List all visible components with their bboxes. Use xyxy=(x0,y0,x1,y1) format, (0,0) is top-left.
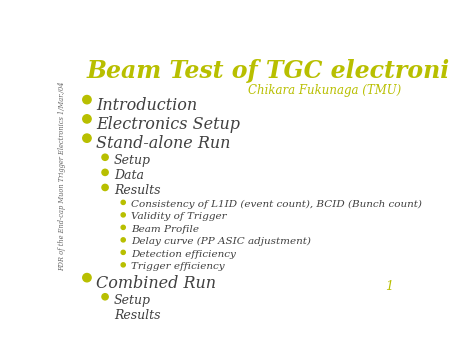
Text: Chikara Fukunaga (TMU): Chikara Fukunaga (TMU) xyxy=(248,83,401,97)
Ellipse shape xyxy=(121,200,125,204)
Ellipse shape xyxy=(83,273,91,282)
Ellipse shape xyxy=(102,184,108,191)
Text: Stand-alone Run: Stand-alone Run xyxy=(96,135,231,152)
Ellipse shape xyxy=(102,309,108,315)
Ellipse shape xyxy=(121,213,125,217)
Ellipse shape xyxy=(83,115,91,123)
Text: FDR of the End-cap Muon Trigger Electronics 1/Mar./04: FDR of the End-cap Muon Trigger Electron… xyxy=(58,81,67,271)
Ellipse shape xyxy=(121,250,125,255)
Text: Beam Test of TGC electronics in 2003: Beam Test of TGC electronics in 2003 xyxy=(87,59,450,83)
Ellipse shape xyxy=(83,95,91,104)
Ellipse shape xyxy=(121,238,125,242)
Text: Validity of Trigger: Validity of Trigger xyxy=(131,212,227,221)
Text: Introduction: Introduction xyxy=(96,97,198,114)
Text: Setup: Setup xyxy=(114,294,151,307)
Ellipse shape xyxy=(102,294,108,300)
Text: Results: Results xyxy=(114,185,160,197)
Text: Consistency of L1ID (event count), BCID (Bunch count): Consistency of L1ID (event count), BCID … xyxy=(131,199,422,209)
Text: Results: Results xyxy=(114,309,160,322)
Ellipse shape xyxy=(83,134,91,142)
Text: Combined Run: Combined Run xyxy=(96,274,216,292)
Text: Delay curve (PP ASIC adjustment): Delay curve (PP ASIC adjustment) xyxy=(131,237,311,246)
Text: Electronics Setup: Electronics Setup xyxy=(96,116,240,133)
Ellipse shape xyxy=(121,225,125,230)
Text: Trigger efficiency: Trigger efficiency xyxy=(131,262,225,271)
Text: Setup: Setup xyxy=(114,154,151,167)
Text: Data: Data xyxy=(114,169,144,183)
Ellipse shape xyxy=(102,169,108,175)
Text: Beam Profile: Beam Profile xyxy=(131,224,199,234)
Ellipse shape xyxy=(121,263,125,267)
Text: Detection efficiency: Detection efficiency xyxy=(131,249,236,259)
Text: 1: 1 xyxy=(385,280,393,293)
Ellipse shape xyxy=(102,154,108,160)
